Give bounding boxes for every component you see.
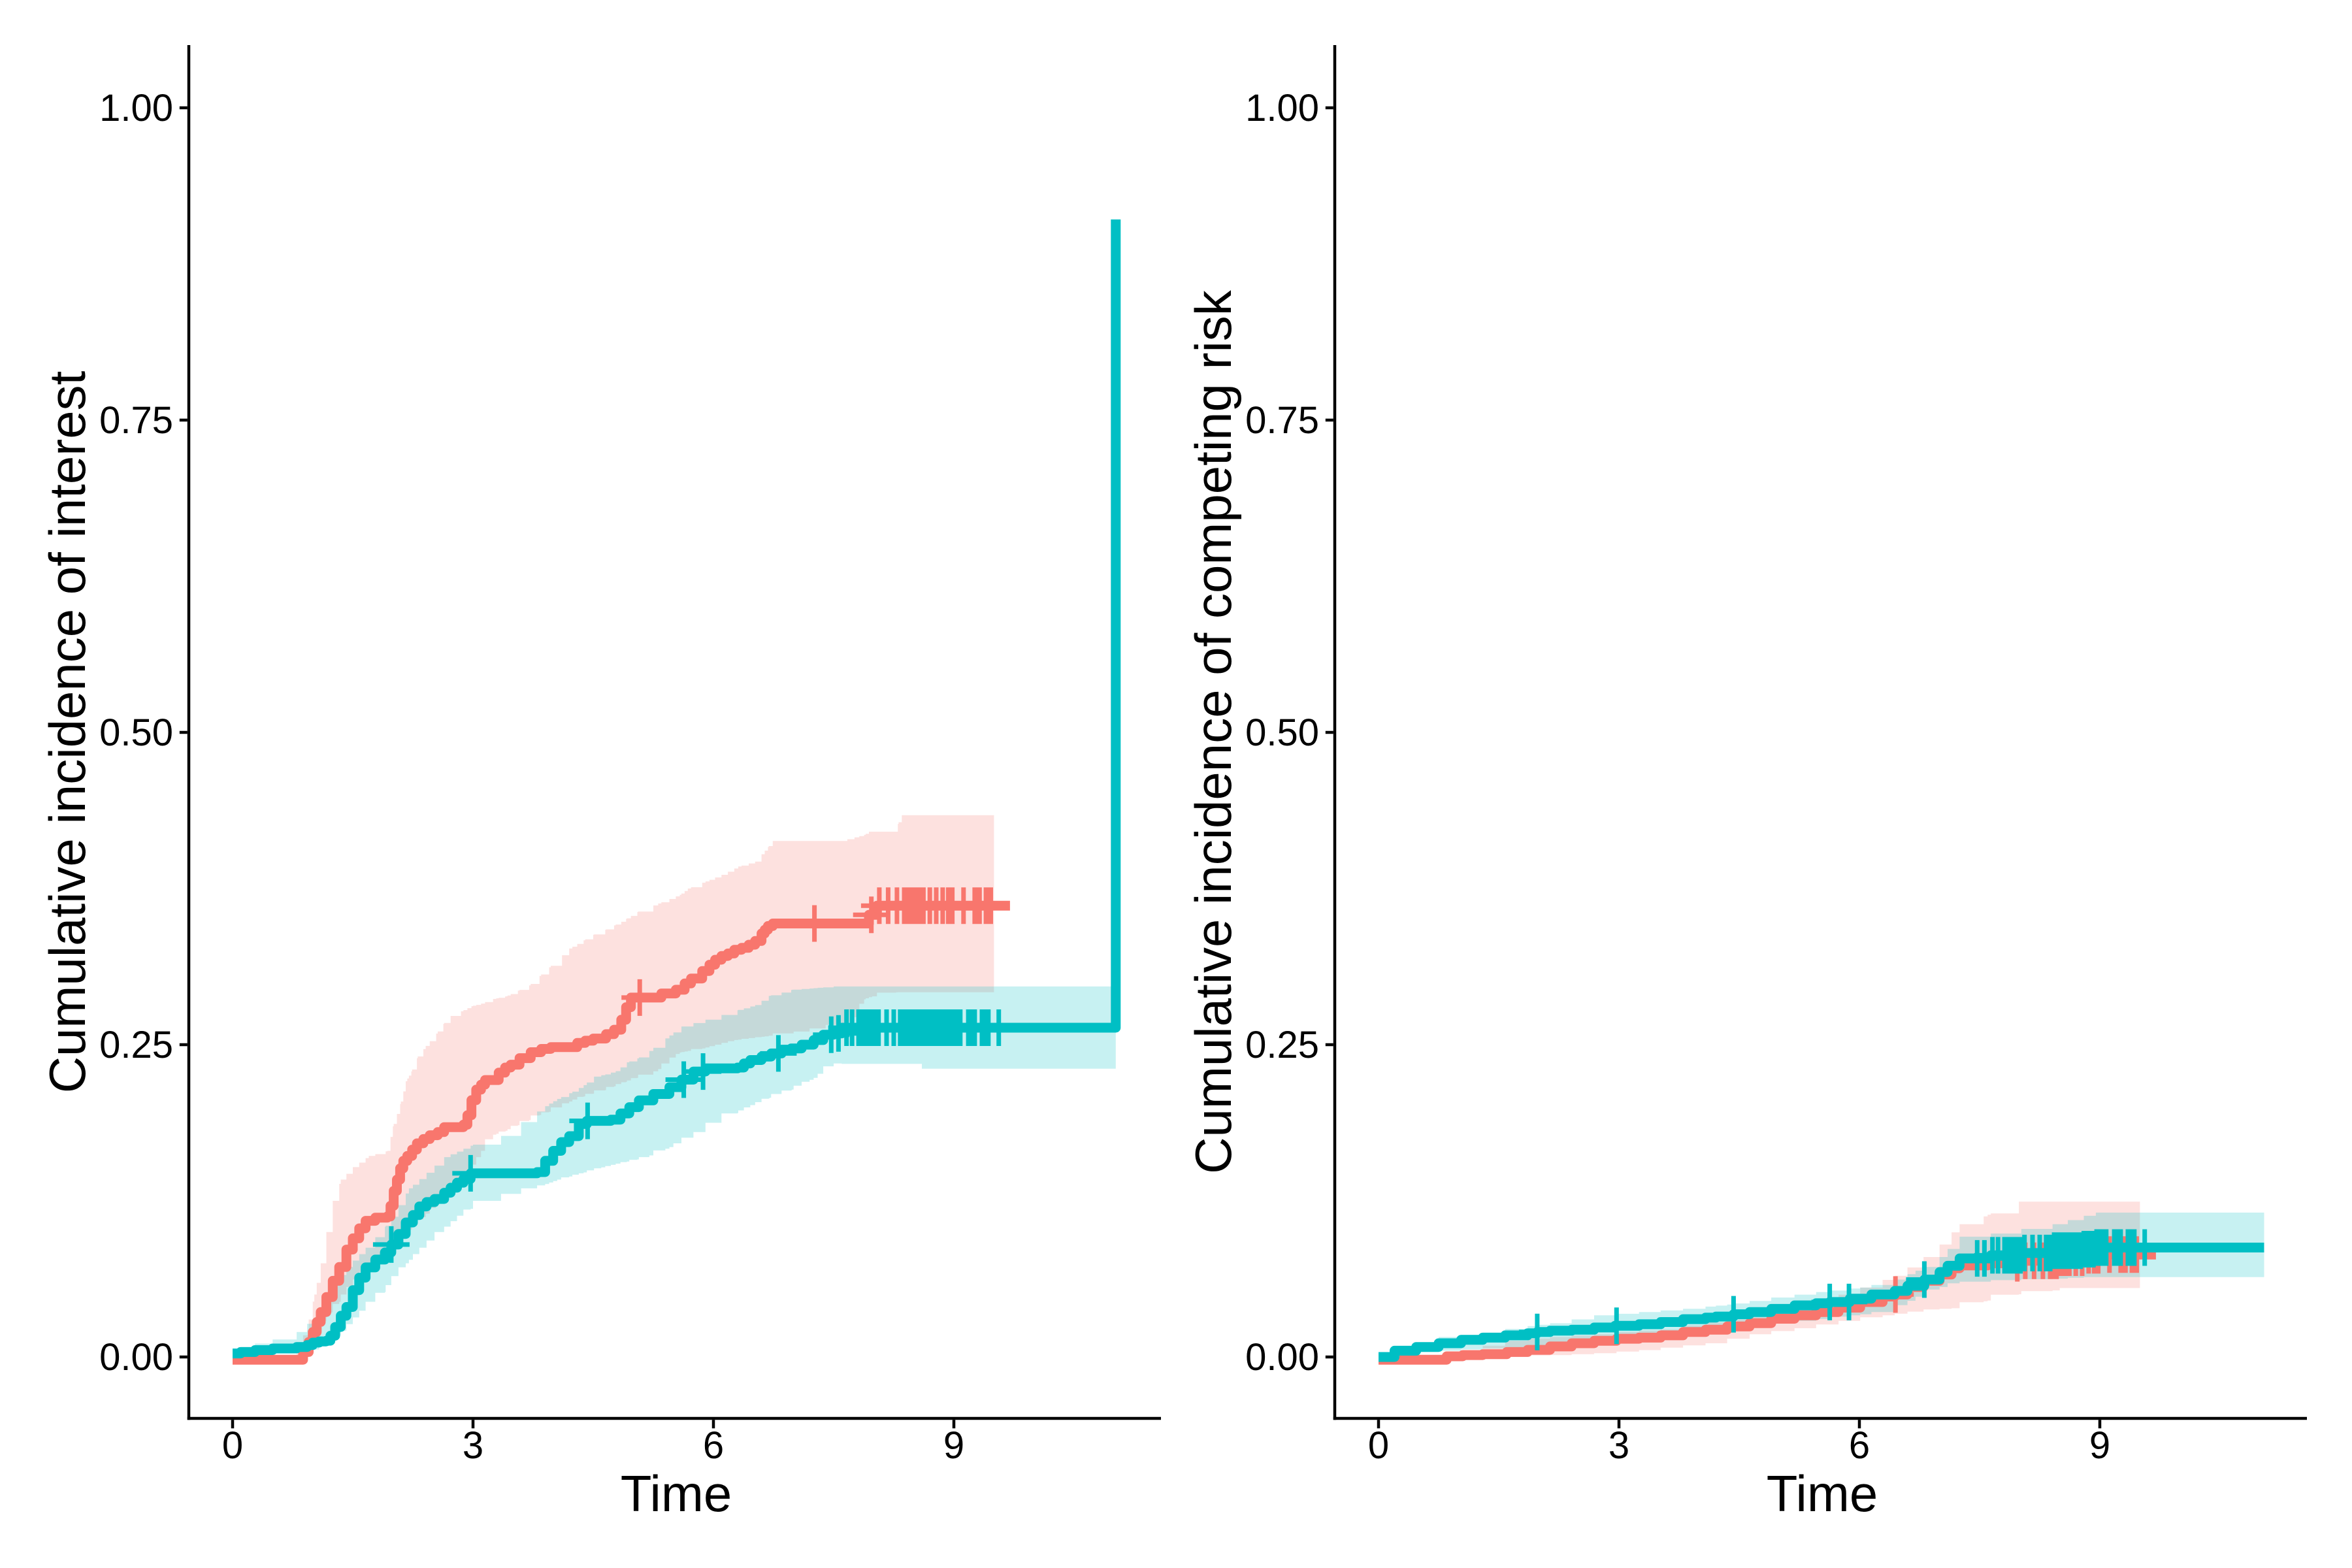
svg-text:0.00: 0.00: [99, 1336, 173, 1379]
svg-text:0.50: 0.50: [1245, 711, 1319, 754]
svg-text:1.00: 1.00: [1245, 87, 1319, 129]
svg-text:0: 0: [1368, 1424, 1389, 1467]
svg-text:0.75: 0.75: [1245, 399, 1319, 442]
svg-text:0.50: 0.50: [99, 711, 173, 754]
svg-text:Cumulative incidence of compet: Cumulative incidence of competing risk: [1184, 289, 1242, 1174]
svg-text:Time: Time: [1767, 1465, 1878, 1522]
svg-text:3: 3: [463, 1424, 483, 1467]
svg-text:Cumulative incidence of intere: Cumulative incidence of interest: [39, 370, 96, 1093]
svg-text:1.00: 1.00: [99, 87, 173, 129]
svg-text:6: 6: [703, 1424, 724, 1467]
svg-text:0.75: 0.75: [99, 399, 173, 442]
svg-text:9: 9: [2089, 1424, 2110, 1467]
svg-text:0.00: 0.00: [1245, 1336, 1319, 1379]
svg-text:0.25: 0.25: [99, 1024, 173, 1066]
svg-text:9: 9: [943, 1424, 964, 1467]
svg-text:3: 3: [1609, 1424, 1629, 1467]
svg-text:Time: Time: [621, 1465, 732, 1522]
svg-text:0: 0: [222, 1424, 243, 1467]
svg-text:0.25: 0.25: [1245, 1024, 1319, 1066]
svg-text:6: 6: [1849, 1424, 1870, 1467]
